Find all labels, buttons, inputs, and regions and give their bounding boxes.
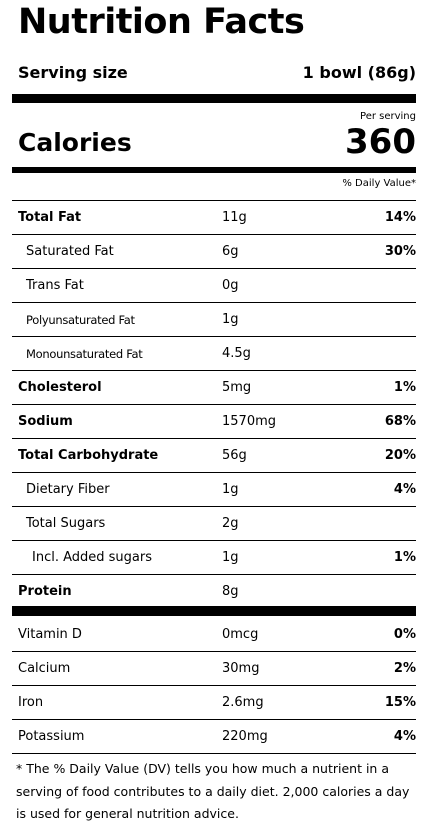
divider-line <box>12 234 416 235</box>
divider-line <box>12 574 416 575</box>
nutrient-daily-value: 1% <box>393 550 416 565</box>
nutrient-row-sodium: Sodium 1570mg 68% <box>12 405 416 438</box>
divider-line <box>12 336 416 337</box>
nutrient-name: Total Carbohydrate <box>18 448 159 463</box>
divider-line <box>12 370 416 371</box>
nutrient-amount: 56g <box>222 448 247 463</box>
nutrient-amount: 11g <box>222 210 247 225</box>
nutrient-amount: 6g <box>222 244 239 259</box>
nutrient-row-total-fat: Total Fat 11g 14% <box>12 201 416 234</box>
daily-value-footnote: * The % Daily Value (DV) tells you how m… <box>16 761 410 821</box>
vitamin-daily-value: 0% <box>393 627 416 642</box>
vitamin-amount: 0mcg <box>222 627 259 642</box>
divider-line <box>12 506 416 507</box>
nutrient-daily-value: 14% <box>384 210 416 225</box>
nutrient-daily-value: 1% <box>393 380 416 395</box>
divider-line <box>12 685 416 686</box>
nutrient-amount: 2g <box>222 516 239 531</box>
nutrient-name: Saturated Fat <box>26 244 114 259</box>
nutrient-row-monounsaturated-fat: Monounsaturated Fat 4.5g <box>12 337 416 370</box>
divider-line <box>12 404 416 405</box>
vitamin-daily-value: 15% <box>384 695 416 710</box>
nutrient-amount: 1g <box>222 550 239 565</box>
nutrient-row-total-sugars: Total Sugars 2g <box>12 507 416 540</box>
divider-line <box>12 302 416 303</box>
nutrient-row-added-sugars: Incl. Added sugars 1g 1% <box>12 541 416 574</box>
divider-thick <box>12 606 416 616</box>
vitamin-row-calcium: Calcium 30mg 2% <box>12 652 416 685</box>
daily-value-header: % Daily Value* <box>342 178 416 189</box>
nutrient-name: Cholesterol <box>18 380 102 395</box>
serving-size-value: 1 bowl (86g) <box>302 62 416 82</box>
nutrient-name: Incl. Added sugars <box>32 550 152 565</box>
divider-medium <box>12 167 416 173</box>
vitamin-name: Vitamin D <box>18 627 82 642</box>
vitamin-row-iron: Iron 2.6mg 15% <box>12 686 416 719</box>
nutrient-name: Total Fat <box>18 210 82 225</box>
nutrient-name: Dietary Fiber <box>26 482 110 497</box>
nutrient-daily-value: 30% <box>384 244 416 259</box>
nutrient-name: Polyunsaturated Fat <box>26 312 135 327</box>
vitamin-amount: 30mg <box>222 661 260 676</box>
nutrient-amount: 1570mg <box>222 414 276 429</box>
per-serving-label: Per serving <box>360 111 416 122</box>
divider-line <box>12 472 416 473</box>
nutrient-name: Monounsaturated Fat <box>26 346 143 361</box>
calories-label: Calories <box>18 128 132 157</box>
nutrient-name: Protein <box>18 584 72 599</box>
serving-size-label: Serving size <box>18 62 128 82</box>
nutrient-row-saturated-fat: Saturated Fat 6g 30% <box>12 235 416 268</box>
nutrient-row-trans-fat: Trans Fat 0g <box>12 269 416 302</box>
nutrient-name: Sodium <box>18 414 73 429</box>
nutrient-amount: 4.5g <box>222 346 251 361</box>
divider-line <box>12 719 416 720</box>
divider-line <box>12 200 416 201</box>
nutrient-amount: 5mg <box>222 380 252 395</box>
nutrient-amount: 0g <box>222 278 239 293</box>
nutrient-amount: 1g <box>222 482 239 497</box>
divider-line <box>12 268 416 269</box>
vitamin-name: Potassium <box>18 729 85 744</box>
divider-line <box>12 438 416 439</box>
nutrient-row-dietary-fiber: Dietary Fiber 1g 4% <box>12 473 416 506</box>
divider-thick <box>12 94 416 103</box>
vitamin-name: Calcium <box>18 661 71 676</box>
nutrient-amount: 1g <box>222 312 239 327</box>
nutrient-row-protein: Protein 8g <box>12 575 416 608</box>
divider-line <box>12 651 416 652</box>
vitamin-amount: 2.6mg <box>222 695 264 710</box>
calories-value: 360 <box>345 122 416 162</box>
vitamin-daily-value: 2% <box>393 661 416 676</box>
nutrient-name: Total Sugars <box>26 516 106 531</box>
vitamin-amount: 220mg <box>222 729 268 744</box>
serving-size-row: Serving size 1 bowl (86g) <box>18 60 416 84</box>
nutrient-row-polyunsaturated-fat: Polyunsaturated Fat 1g <box>12 303 416 336</box>
divider-line <box>12 753 416 754</box>
divider-line <box>12 540 416 541</box>
page-title: Nutrition Facts <box>18 2 305 42</box>
nutrient-daily-value: 4% <box>393 482 416 497</box>
nutrient-row-cholesterol: Cholesterol 5mg 1% <box>12 371 416 404</box>
vitamin-name: Iron <box>18 695 44 710</box>
nutrient-amount: 8g <box>222 584 239 599</box>
nutrient-name: Trans Fat <box>26 278 84 293</box>
vitamin-row-vitamin-d: Vitamin D 0mcg 0% <box>12 618 416 651</box>
nutrient-row-total-carbohydrate: Total Carbohydrate 56g 20% <box>12 439 416 472</box>
nutrient-daily-value: 20% <box>384 448 416 463</box>
vitamin-daily-value: 4% <box>393 729 416 744</box>
nutrient-daily-value: 68% <box>384 414 416 429</box>
vitamin-row-potassium: Potassium 220mg 4% <box>12 720 416 753</box>
